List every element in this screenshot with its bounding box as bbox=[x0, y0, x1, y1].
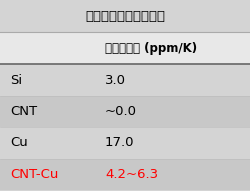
Text: 3.0: 3.0 bbox=[105, 74, 126, 87]
Text: 17.0: 17.0 bbox=[105, 136, 134, 149]
Text: ~0.0: ~0.0 bbox=[105, 105, 137, 118]
FancyBboxPatch shape bbox=[0, 127, 250, 159]
Text: 熱膨張係数 (ppm/K): 熱膨張係数 (ppm/K) bbox=[105, 42, 197, 55]
FancyBboxPatch shape bbox=[0, 96, 250, 127]
Text: CNT: CNT bbox=[10, 105, 37, 118]
Text: Si: Si bbox=[10, 74, 22, 87]
FancyBboxPatch shape bbox=[0, 159, 250, 190]
Text: CNT-Cu: CNT-Cu bbox=[10, 168, 58, 181]
Text: Cu: Cu bbox=[10, 136, 28, 149]
FancyBboxPatch shape bbox=[0, 64, 250, 96]
FancyBboxPatch shape bbox=[0, 32, 250, 64]
Text: 各種材料の熱膨張係数: 各種材料の熱膨張係数 bbox=[85, 10, 165, 23]
Text: 4.2~6.3: 4.2~6.3 bbox=[105, 168, 158, 181]
FancyBboxPatch shape bbox=[0, 0, 250, 32]
